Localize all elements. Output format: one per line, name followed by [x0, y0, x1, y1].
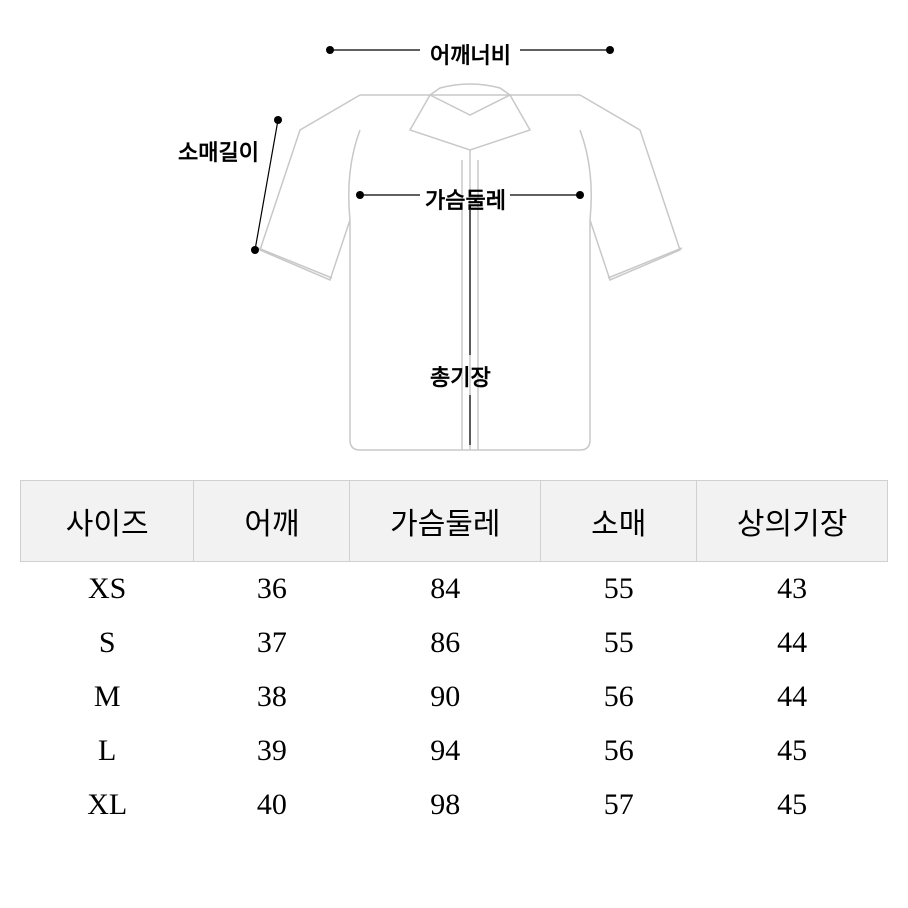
col-sleeve: 소매 [541, 481, 697, 562]
table-row: XS 36 84 55 43 [21, 562, 888, 617]
col-chest: 가슴둘레 [350, 481, 541, 562]
shirt-svg [0, 0, 908, 480]
cell-value: 57 [541, 778, 697, 832]
shirt-diagram: 어깨너비 소매길이 가슴둘레 총기장 [0, 0, 908, 480]
table-row: S 37 86 55 44 [21, 616, 888, 670]
cell-size: XS [21, 562, 194, 617]
cell-value: 38 [194, 670, 350, 724]
cell-value: 55 [541, 562, 697, 617]
cell-value: 39 [194, 724, 350, 778]
cell-value: 44 [697, 670, 888, 724]
total-length-label: 총기장 [430, 360, 491, 392]
col-size: 사이즈 [21, 481, 194, 562]
cell-value: 56 [541, 724, 697, 778]
cell-value: 36 [194, 562, 350, 617]
cell-value: 86 [350, 616, 541, 670]
size-chart-container: 어깨너비 소매길이 가슴둘레 총기장 [0, 0, 908, 908]
cell-size: S [21, 616, 194, 670]
size-table-wrapper: 사이즈 어깨 가슴둘레 소매 상의기장 XS 36 84 55 43 S 37 [0, 480, 908, 832]
col-shoulder: 어깨 [194, 481, 350, 562]
cell-value: 56 [541, 670, 697, 724]
cell-value: 43 [697, 562, 888, 617]
sleeve-length-label: 소매길이 [178, 135, 259, 167]
cell-value: 40 [194, 778, 350, 832]
cell-value: 37 [194, 616, 350, 670]
table-row: M 38 90 56 44 [21, 670, 888, 724]
cell-value: 44 [697, 616, 888, 670]
cell-value: 90 [350, 670, 541, 724]
cell-size: L [21, 724, 194, 778]
table-row: L 39 94 56 45 [21, 724, 888, 778]
cell-value: 94 [350, 724, 541, 778]
cell-value: 98 [350, 778, 541, 832]
table-header-row: 사이즈 어깨 가슴둘레 소매 상의기장 [21, 481, 888, 562]
chest-label: 가슴둘레 [425, 183, 506, 215]
cell-size: XL [21, 778, 194, 832]
size-table: 사이즈 어깨 가슴둘레 소매 상의기장 XS 36 84 55 43 S 37 [20, 480, 888, 832]
cell-value: 55 [541, 616, 697, 670]
cell-value: 45 [697, 724, 888, 778]
cell-value: 45 [697, 778, 888, 832]
cell-value: 84 [350, 562, 541, 617]
shoulder-width-label: 어깨너비 [430, 38, 511, 70]
cell-size: M [21, 670, 194, 724]
col-length: 상의기장 [697, 481, 888, 562]
table-row: XL 40 98 57 45 [21, 778, 888, 832]
